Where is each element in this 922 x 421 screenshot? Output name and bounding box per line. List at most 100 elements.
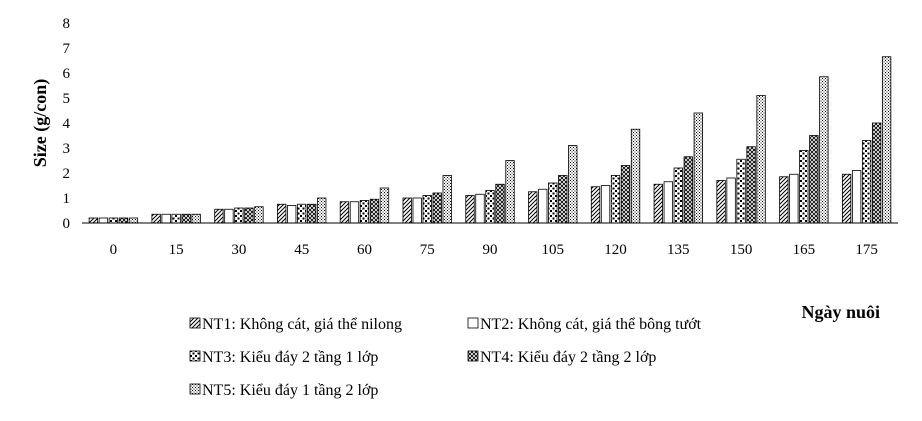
bar-series-4 <box>871 122 882 224</box>
y-tick-label: 7 <box>63 41 71 57</box>
bar-series-5 <box>379 187 390 224</box>
y-axis-label: Size (g/con) <box>30 79 51 167</box>
bar-series-3 <box>799 150 809 224</box>
bar-series-4 <box>244 207 254 224</box>
bar-series-4 <box>620 165 631 224</box>
bar-series-1 <box>716 180 726 224</box>
bars <box>88 56 892 224</box>
legend: NT1: Không cát, giá thể nilong NT2: Không… <box>189 316 702 399</box>
bar-series-5 <box>568 145 578 224</box>
y-tick-label: 1 <box>63 191 71 207</box>
bar-series-3 <box>673 167 683 224</box>
bar-series-3 <box>861 140 872 224</box>
bar-series-5 <box>881 56 892 224</box>
x-tick-label: 105 <box>542 242 565 258</box>
bar-series-3 <box>610 175 621 224</box>
legend-label: NT4: Kiểu đáy 2 tầng 2 lớp <box>480 349 656 366</box>
bar-series-4 <box>432 192 442 224</box>
bar-series-2 <box>538 188 548 224</box>
legend-label: NT5: Kiểu đáy 1 tầng 2 lớp <box>202 382 378 399</box>
legend-label: NT1: Không cát, giá thể nilong <box>202 316 402 333</box>
bar-series-5 <box>505 160 515 224</box>
bar-series-5 <box>819 76 829 224</box>
y-tick-label: 5 <box>63 91 71 107</box>
x-tick-label: 15 <box>169 242 184 258</box>
x-tick-label: 175 <box>855 242 878 258</box>
bar-series-2 <box>412 197 422 224</box>
bar-series-2 <box>287 205 297 224</box>
bar-series-2 <box>224 208 234 224</box>
y-tick-label: 8 <box>63 16 71 32</box>
bar-series-3 <box>171 213 181 224</box>
legend-label: NT2: Không cát, giá thể bông tướt <box>480 316 702 333</box>
bar-series-2 <box>98 217 109 224</box>
bar-series-1 <box>88 217 99 224</box>
bar-series-2 <box>851 170 862 224</box>
x-tick-label: 0 <box>110 242 118 258</box>
bar-series-5 <box>191 213 201 224</box>
bar-series-3 <box>736 158 746 224</box>
bar-series-3 <box>359 200 370 224</box>
legend-swatch <box>189 383 201 395</box>
bar-series-4 <box>369 198 380 224</box>
bar-series-2 <box>475 193 485 224</box>
bar-series-3 <box>234 207 244 224</box>
bar-series-3 <box>422 195 432 224</box>
bar-series-2 <box>726 177 736 224</box>
y-tick-label: 3 <box>63 141 71 157</box>
bar-series-4 <box>683 156 693 224</box>
x-axis: 0 15 30 45 60 75 90 105 120 135 150 165 175 <box>82 222 898 258</box>
bar-series-5 <box>693 112 703 224</box>
legend-label: NT3: Kiểu đáy 2 tầng 1 lớp <box>202 349 378 366</box>
bar-series-1 <box>841 173 852 224</box>
x-tick-label: 75 <box>420 242 435 258</box>
bar-series-2 <box>789 173 799 224</box>
y-tick-label: 4 <box>63 116 71 132</box>
bar-series-1 <box>653 183 663 224</box>
bar-series-4 <box>558 175 568 224</box>
bar-series-5 <box>254 206 264 224</box>
legend-swatch <box>467 317 479 329</box>
legend-swatch <box>467 350 479 362</box>
x-tick-label: 90 <box>483 242 498 258</box>
bar-series-5 <box>442 175 452 224</box>
y-tick-label: 6 <box>63 66 71 82</box>
legend-swatch <box>189 317 201 329</box>
bar-series-1 <box>779 176 789 224</box>
x-tick-label: 135 <box>667 242 690 258</box>
x-tick-label: 30 <box>231 242 246 258</box>
bar-series-5 <box>756 95 766 224</box>
bar-series-1 <box>214 208 224 224</box>
bar-series-1 <box>465 195 475 224</box>
x-tick-label: 60 <box>357 242 372 258</box>
x-tick-label: 165 <box>793 242 816 258</box>
y-axis: 0 1 2 3 4 5 6 7 8 <box>63 16 71 232</box>
bar-series-5 <box>317 197 327 224</box>
x-tick-label: 45 <box>294 242 309 258</box>
bar-series-4 <box>181 213 191 224</box>
x-tick-label: 120 <box>604 242 627 258</box>
bar-series-1 <box>339 201 350 224</box>
bar-series-3 <box>485 190 495 224</box>
bar-series-1 <box>528 191 538 224</box>
bar-series-5 <box>128 217 139 224</box>
bar-series-3 <box>297 203 307 224</box>
bar-series-1 <box>151 213 161 224</box>
bar-series-4 <box>746 146 756 224</box>
bar-series-4 <box>809 135 819 224</box>
bar-series-3 <box>548 182 558 224</box>
bar-series-4 <box>118 217 129 224</box>
bar-series-2 <box>600 185 611 224</box>
bar-series-1 <box>402 197 412 224</box>
y-tick-label: 0 <box>63 216 71 232</box>
bar-series-2 <box>161 213 171 224</box>
legend-swatch <box>189 350 201 362</box>
bar-series-2 <box>663 181 673 224</box>
bar-series-4 <box>495 183 505 224</box>
bar-series-3 <box>108 217 119 224</box>
y-tick-label: 2 <box>63 166 71 182</box>
bar-series-1 <box>277 203 287 224</box>
bar-series-4 <box>307 203 317 224</box>
x-tick-label: 150 <box>730 242 753 258</box>
